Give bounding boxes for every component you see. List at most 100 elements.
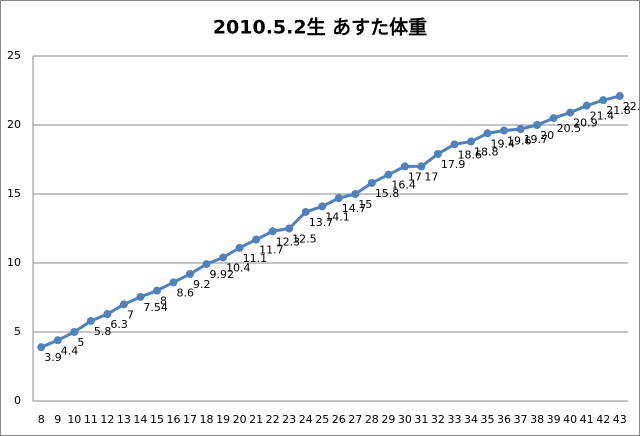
data-label: 17 (408, 170, 422, 183)
chart-title: 2010.5.2生 あすた体重 (213, 16, 427, 39)
y-tick-label: 20 (7, 118, 21, 131)
x-tick-label: 29 (381, 413, 395, 426)
data-label: 15 (358, 198, 372, 211)
data-label: 7.54 (143, 301, 168, 314)
x-tick-label: 36 (497, 413, 511, 426)
data-label: 17 (424, 170, 438, 183)
data-point (500, 126, 509, 135)
x-tick-label: 35 (481, 413, 495, 426)
data-label: 6.3 (110, 318, 128, 331)
data-label: 9.92 (210, 268, 235, 281)
x-tick-label: 41 (580, 413, 594, 426)
x-tick-label: 8 (38, 413, 45, 426)
data-label: 15.8 (375, 187, 400, 200)
data-point (417, 162, 426, 171)
data-label: 9.2 (193, 278, 211, 291)
x-tick-label: 10 (67, 413, 81, 426)
x-tick-label: 19 (216, 413, 230, 426)
data-point (615, 92, 624, 101)
data-point (318, 202, 327, 211)
x-tick-label: 16 (166, 413, 180, 426)
data-label: 11.7 (259, 244, 284, 257)
data-point (186, 270, 195, 279)
data-point (433, 149, 442, 158)
x-tick-label: 39 (547, 413, 561, 426)
data-label: 21.8 (606, 104, 631, 117)
data-point (533, 121, 542, 129)
data-point (53, 336, 62, 345)
data-label: 19.4 (491, 137, 516, 150)
x-tick-label: 24 (299, 413, 313, 426)
data-label: 7 (127, 308, 134, 321)
x-tick-label: 31 (414, 413, 428, 426)
data-point (152, 286, 161, 295)
x-tick-label: 33 (447, 413, 461, 426)
data-point (582, 101, 591, 110)
y-tick-label: 25 (7, 49, 21, 62)
data-label: 17.9 (441, 158, 466, 171)
x-tick-label: 25 (315, 413, 329, 426)
data-point (219, 253, 228, 262)
data-label: 14.7 (342, 202, 367, 215)
data-point (367, 178, 376, 187)
data-point (549, 114, 558, 123)
x-tick-label: 42 (596, 413, 610, 426)
data-label: 20 (540, 129, 554, 142)
x-tick-label: 37 (514, 413, 528, 426)
data-point (103, 310, 112, 319)
data-point (450, 140, 459, 149)
data-label: 11.1 (243, 252, 268, 265)
data-label: 19.6 (507, 135, 531, 148)
data-label: 12.3 (276, 235, 301, 248)
data-point (400, 162, 409, 171)
y-tick-label: 15 (7, 187, 21, 200)
x-tick-label: 15 (150, 413, 164, 426)
x-tick-label: 9 (54, 413, 61, 426)
data-label: 3.9 (44, 351, 62, 364)
data-point (252, 235, 261, 244)
data-label: 13.7 (309, 216, 334, 229)
data-point (70, 328, 79, 336)
x-tick-label: 11 (84, 413, 98, 426)
data-point (235, 243, 244, 252)
data-point (268, 227, 277, 236)
x-tick-label: 32 (431, 413, 445, 426)
y-tick-label: 10 (7, 256, 21, 269)
x-tick-label: 30 (398, 413, 412, 426)
x-tick-label: 13 (117, 413, 131, 426)
x-tick-label: 43 (613, 413, 627, 426)
data-point (37, 343, 46, 352)
x-tick-label: 34 (464, 413, 478, 426)
x-tick-label: 38 (530, 413, 544, 426)
x-tick-label: 21 (249, 413, 263, 426)
data-point (86, 316, 95, 325)
data-label: 22.1 (623, 100, 640, 113)
data-label: 8 (160, 295, 167, 308)
data-label: 18.6 (457, 148, 482, 161)
x-tick-label: 14 (133, 413, 147, 426)
x-tick-label: 27 (348, 413, 362, 426)
data-point (351, 190, 360, 198)
data-label: 5.8 (94, 325, 112, 338)
data-point (384, 170, 393, 179)
data-point (119, 300, 128, 309)
data-point (136, 292, 145, 301)
x-tick-label: 12 (100, 413, 114, 426)
x-tick-label: 22 (266, 413, 280, 426)
data-label: 4.4 (61, 344, 79, 357)
data-point (566, 108, 575, 117)
x-tick-label: 17 (183, 413, 197, 426)
x-tick-label: 23 (282, 413, 296, 426)
x-tick-label: 18 (200, 413, 214, 426)
data-label: 5 (77, 336, 84, 349)
data-point (483, 129, 492, 138)
data-point (202, 260, 211, 269)
y-tick-label: 5 (14, 325, 21, 338)
data-point (285, 224, 294, 233)
x-tick-label: 26 (332, 413, 346, 426)
data-point (516, 125, 525, 134)
data-point (301, 207, 310, 216)
y-tick-label: 0 (14, 394, 21, 407)
data-point (599, 96, 608, 105)
